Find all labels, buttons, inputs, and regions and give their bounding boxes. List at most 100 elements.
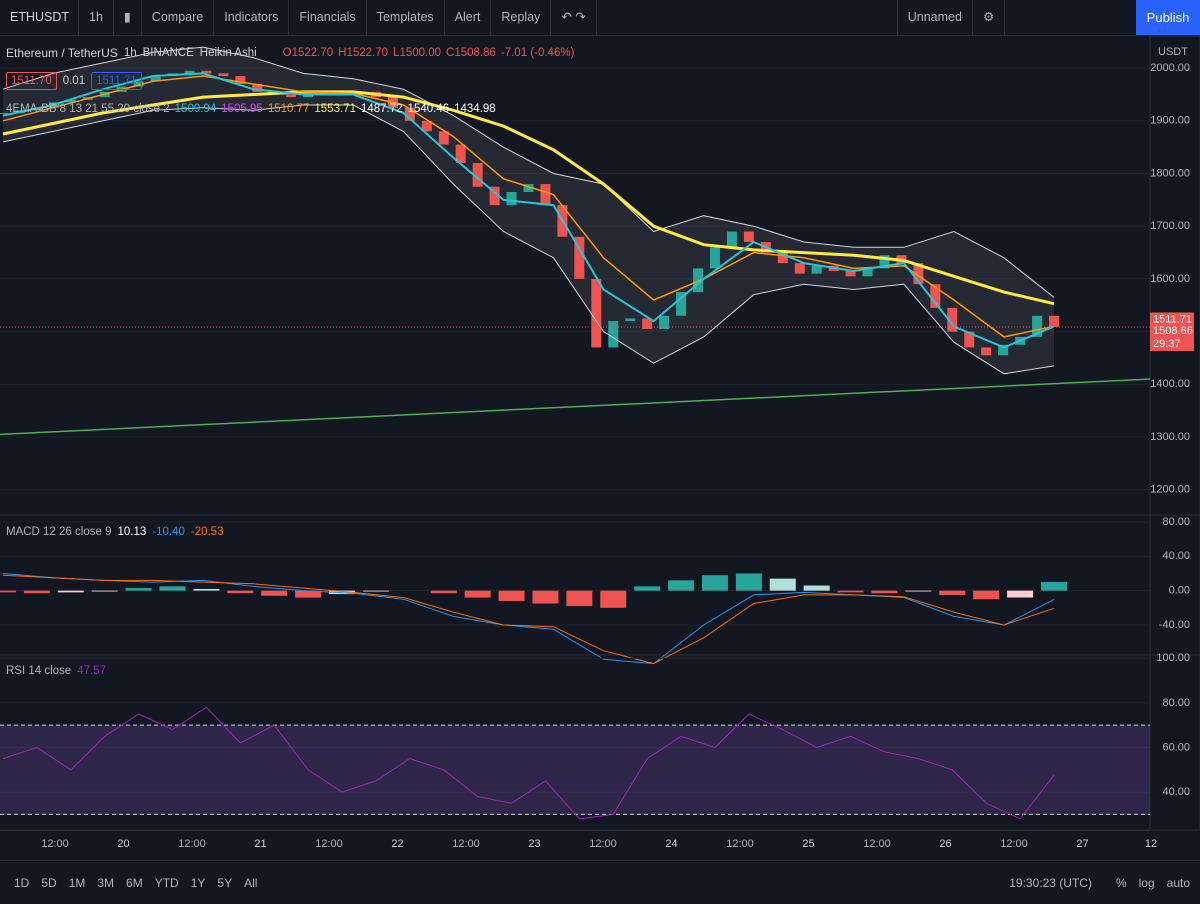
bottom-bar: 1D 5D 1M 3M 6M YTD 1Y 5Y All 19:30:23 (UTC)% log au… [0,860,1200,904]
y-tick-label: 1600.00 [1150,273,1190,285]
candle [455,144,466,163]
indicators[interactable]: Indicators [214,0,290,35]
y-tick-label: 80.00 [1162,516,1190,528]
candle [811,265,822,274]
indicator-value: 1510.77 [267,103,310,115]
auto-toggle[interactable]: auto [1166,875,1190,890]
histogram-bar [905,590,932,592]
range-button[interactable]: 1Y [190,875,206,890]
histogram-bar [91,590,118,592]
macd-line [2,574,1055,665]
range-button[interactable]: 5Y [217,875,233,890]
rsi-value: 47.57 [77,665,106,677]
log-toggle[interactable]: log [1138,875,1155,890]
candle [659,315,670,329]
chart-style[interactable]: ▮ [114,0,142,35]
candle [184,70,195,74]
indicator-line [2,104,1055,375]
candle [693,268,704,293]
chart-area: 2000.001900.001800.001700.001600.001500.… [0,35,1200,831]
time-label: 24 [665,838,678,850]
candle [65,99,76,103]
range-button[interactable]: 5D [41,875,57,890]
y-tick-label: 1200.00 [1150,484,1190,496]
interval[interactable]: 1h [79,0,114,35]
histogram-bar [261,590,288,596]
histogram-bar [1041,581,1067,591]
indicator-value: 1505.95 [221,103,263,115]
time-label: 12 [1144,838,1158,850]
spread: 0.01 [62,75,86,87]
ohlc-value: C1508.86 [446,47,496,59]
y-tick-label: 1400.00 [1150,378,1190,390]
candle [472,162,483,187]
alert[interactable]: Alert [445,0,492,35]
histogram-bar [295,590,322,598]
time-label: 12:00 [41,838,69,850]
bid: 1511.70 [6,72,57,90]
histogram-bar [566,590,593,607]
ohlc-value: O1522.70 [282,47,334,59]
candle [743,231,754,243]
range-button[interactable]: 1D [14,875,30,890]
y-tick-label: 2000.00 [1150,62,1190,74]
histogram-bar [532,590,559,604]
undo[interactable]: ↶ ↷ [551,0,597,35]
indicator-legend: 4EMA-BB 8 13 21 55 20 close 2 1509.94 150… [6,103,496,115]
legend-interval: 1h [123,47,137,59]
time-label: 12:00 [726,838,754,850]
candle [998,344,1009,356]
candle [489,186,500,206]
range-button[interactable]: 1M [68,875,86,890]
y-tick-label: 1900.00 [1150,115,1190,127]
candle [523,184,534,192]
candle [574,236,585,279]
histogram-bar [464,590,491,598]
replay[interactable]: Replay [491,0,552,35]
percent-toggle[interactable]: % [1115,875,1127,890]
candle [642,318,653,329]
templates[interactable]: Templates [367,0,445,35]
compare[interactable]: Compare [142,0,215,35]
y-tick-label: 40.00 [1162,550,1190,562]
time-label: 12:00 [452,838,480,850]
ohlc: O1522.70 H1522.70 L1500.00 C1508.86 -7.01 (-… [283,47,575,59]
time-label: 12:00 [178,838,206,850]
histogram-bar [634,586,661,591]
rsi-band [0,725,1150,815]
candle [421,120,432,132]
y-tick-label: 60.00 [1162,741,1190,753]
time-label: 12:00 [315,838,343,850]
layout-name[interactable]: Unnamed [896,0,973,35]
candle [777,252,788,264]
histogram-bar [193,588,220,591]
candle [1032,315,1043,337]
histogram-bar [125,588,152,591]
histogram-bar [227,590,254,594]
macd-title: MACD 12 26 close 9 [6,526,112,538]
indicator-line [2,90,1055,306]
chart-style-name: Heikin Ashi [199,47,257,59]
histogram-bar [939,590,966,595]
symbol[interactable]: ETHUSDT [0,0,79,35]
financials[interactable]: Financials [289,0,367,35]
macd-value: -10.40 [152,526,185,538]
time-label: 27 [1076,838,1089,850]
histogram-bar [159,586,186,591]
histogram-bar [837,590,864,593]
ohlc-value: L1500.00 [393,47,442,59]
time-label: 21 [254,838,267,850]
settings[interactable]: ⚙ [973,0,1006,35]
range-button[interactable]: 6M [126,875,143,890]
range-button[interactable]: YTD [154,875,179,890]
macd-legend: MACD 12 26 close 9 10.13 -10.40 -20.53 [6,526,223,538]
range-button[interactable]: All [244,875,258,890]
ask: 1511.71 [91,72,142,90]
candle [608,321,619,348]
publish-button[interactable]: Publish [1136,0,1200,35]
time-axis: 12:00 20 12:00 21 12:00 22 12:00 23 12:00 24 12:00… [0,830,1157,859]
candle [676,292,687,316]
range-button[interactable]: 3M [97,875,115,890]
symbol-name: Ethereum / TetherUS [6,46,118,60]
histogram-bar [735,573,762,591]
